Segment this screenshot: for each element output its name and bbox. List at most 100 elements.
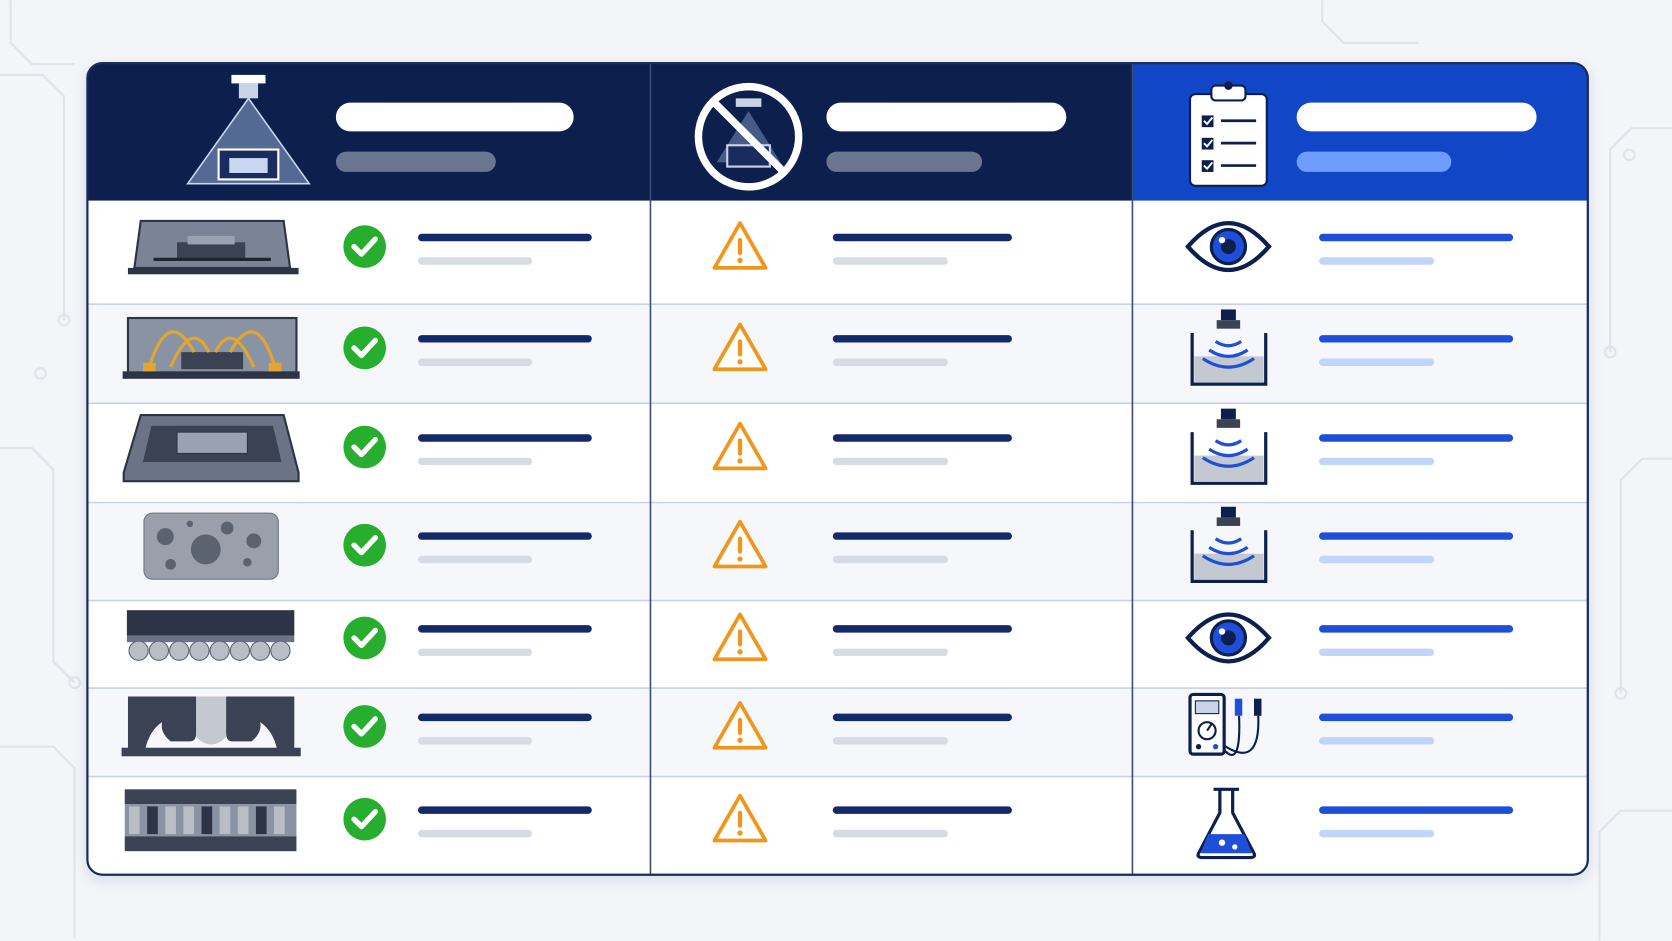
warning-icon-part bbox=[737, 810, 743, 828]
method-icon-part bbox=[1190, 432, 1268, 485]
header-title-placeholder bbox=[335, 102, 574, 132]
text-placeholder bbox=[832, 713, 1012, 722]
text-placeholder bbox=[418, 233, 592, 242]
text-placeholder bbox=[832, 555, 948, 564]
method-icon-part bbox=[1216, 517, 1241, 526]
header-icon-inspection-part bbox=[229, 158, 268, 173]
text-placeholder bbox=[1319, 457, 1435, 466]
warning-icon bbox=[712, 221, 768, 270]
check-icon bbox=[343, 523, 387, 567]
defect-illustration-part bbox=[270, 640, 291, 661]
warning-icon bbox=[712, 701, 768, 750]
warning-icon-part bbox=[737, 238, 743, 256]
text-placeholder bbox=[418, 555, 533, 564]
text-placeholder bbox=[832, 532, 1012, 540]
check-icon bbox=[343, 326, 387, 370]
check-icon bbox=[343, 705, 387, 748]
circuit-decoration-part bbox=[1598, 809, 1672, 941]
row bbox=[126, 610, 1514, 664]
comparison-card bbox=[86, 62, 1589, 876]
warning-icon bbox=[712, 421, 768, 471]
method-icon-part bbox=[1220, 408, 1236, 420]
check-icon-part bbox=[351, 337, 379, 359]
row-background bbox=[87, 200, 1588, 305]
header-icon-checklist-part bbox=[1220, 119, 1257, 167]
defect-illustration-part bbox=[219, 806, 231, 835]
text-placeholder bbox=[1319, 648, 1435, 657]
row-background bbox=[87, 502, 1588, 601]
text-placeholder bbox=[832, 233, 1012, 242]
card-border bbox=[86, 62, 1589, 876]
circuit-decoration-part bbox=[1321, 0, 1419, 44]
defect-illustration-part bbox=[196, 696, 227, 745]
warning-icon bbox=[712, 612, 768, 662]
text-placeholder bbox=[1319, 358, 1435, 366]
check-icon-part bbox=[343, 326, 387, 370]
method-icon-part bbox=[1195, 744, 1202, 750]
method-icon-part bbox=[1200, 834, 1252, 854]
defect-illustration-part bbox=[176, 431, 248, 454]
header-title-placeholder bbox=[826, 102, 1067, 132]
method-icon-part bbox=[1197, 721, 1217, 741]
defect-illustration-part bbox=[165, 806, 176, 835]
warning-icon-part bbox=[737, 717, 743, 735]
check-icon-part bbox=[343, 523, 387, 567]
defect-illustration-part bbox=[177, 242, 246, 260]
circuit-decoration-part bbox=[0, 745, 76, 939]
method-icon-part bbox=[1216, 320, 1241, 329]
method-icon-part bbox=[1218, 839, 1226, 846]
check-icon-part bbox=[343, 705, 387, 748]
warning-icon-part bbox=[737, 649, 743, 655]
header-icon-inspection-part bbox=[231, 74, 266, 84]
defect-illustration bbox=[126, 610, 295, 661]
method-icon-part bbox=[1218, 628, 1226, 635]
row-background bbox=[87, 600, 1588, 689]
defect-illustration-part bbox=[181, 352, 244, 370]
defect-illustration-part bbox=[126, 610, 295, 636]
method-icon-part bbox=[1218, 236, 1226, 244]
circuit-decoration-part bbox=[1603, 345, 1617, 359]
defect-illustration-part bbox=[246, 533, 262, 549]
defect-illustration-part bbox=[165, 559, 176, 570]
text-placeholder bbox=[832, 737, 948, 745]
defect-illustration-part bbox=[127, 267, 299, 275]
defect-illustration-part bbox=[268, 362, 282, 372]
check-icon-part bbox=[343, 797, 387, 841]
check-icon-part bbox=[351, 535, 379, 556]
defect-illustration-part bbox=[124, 789, 297, 805]
defect-illustration-part bbox=[250, 640, 271, 661]
check-icon-part bbox=[343, 225, 387, 268]
text-placeholder bbox=[832, 806, 1012, 814]
defect-illustration-part bbox=[127, 696, 197, 750]
text-placeholder bbox=[832, 335, 1012, 343]
method-icon-part bbox=[1190, 332, 1268, 386]
defect-illustration-part bbox=[209, 640, 230, 661]
text-placeholder bbox=[1319, 737, 1435, 745]
method-icon-part bbox=[1201, 537, 1255, 566]
warning-icon-part bbox=[737, 629, 743, 647]
check-icon-part bbox=[351, 716, 379, 737]
warning-icon bbox=[712, 793, 768, 843]
row bbox=[124, 787, 1514, 860]
method-icon-part bbox=[1223, 715, 1260, 756]
check-icon bbox=[343, 797, 387, 841]
warning-icon-part bbox=[737, 556, 743, 562]
defect-illustration-part bbox=[121, 747, 301, 757]
defect-illustration-part bbox=[183, 806, 195, 835]
text-placeholder bbox=[418, 532, 592, 540]
check-icon bbox=[343, 425, 387, 469]
header-icon-inspection-part bbox=[238, 83, 259, 99]
header-icon-checklist-part bbox=[1201, 137, 1214, 150]
header-icon-inspection bbox=[186, 74, 311, 185]
defect-illustration-part bbox=[237, 806, 249, 835]
warning-icon-part bbox=[737, 359, 743, 365]
warning-icon-part bbox=[737, 257, 743, 264]
comparison-rows bbox=[121, 219, 1514, 860]
defect-illustration bbox=[121, 696, 301, 757]
row bbox=[122, 309, 1514, 386]
defect-illustration-part bbox=[190, 534, 221, 565]
method-icon bbox=[1185, 221, 1272, 272]
check-icon bbox=[343, 225, 387, 268]
row bbox=[127, 219, 1514, 275]
